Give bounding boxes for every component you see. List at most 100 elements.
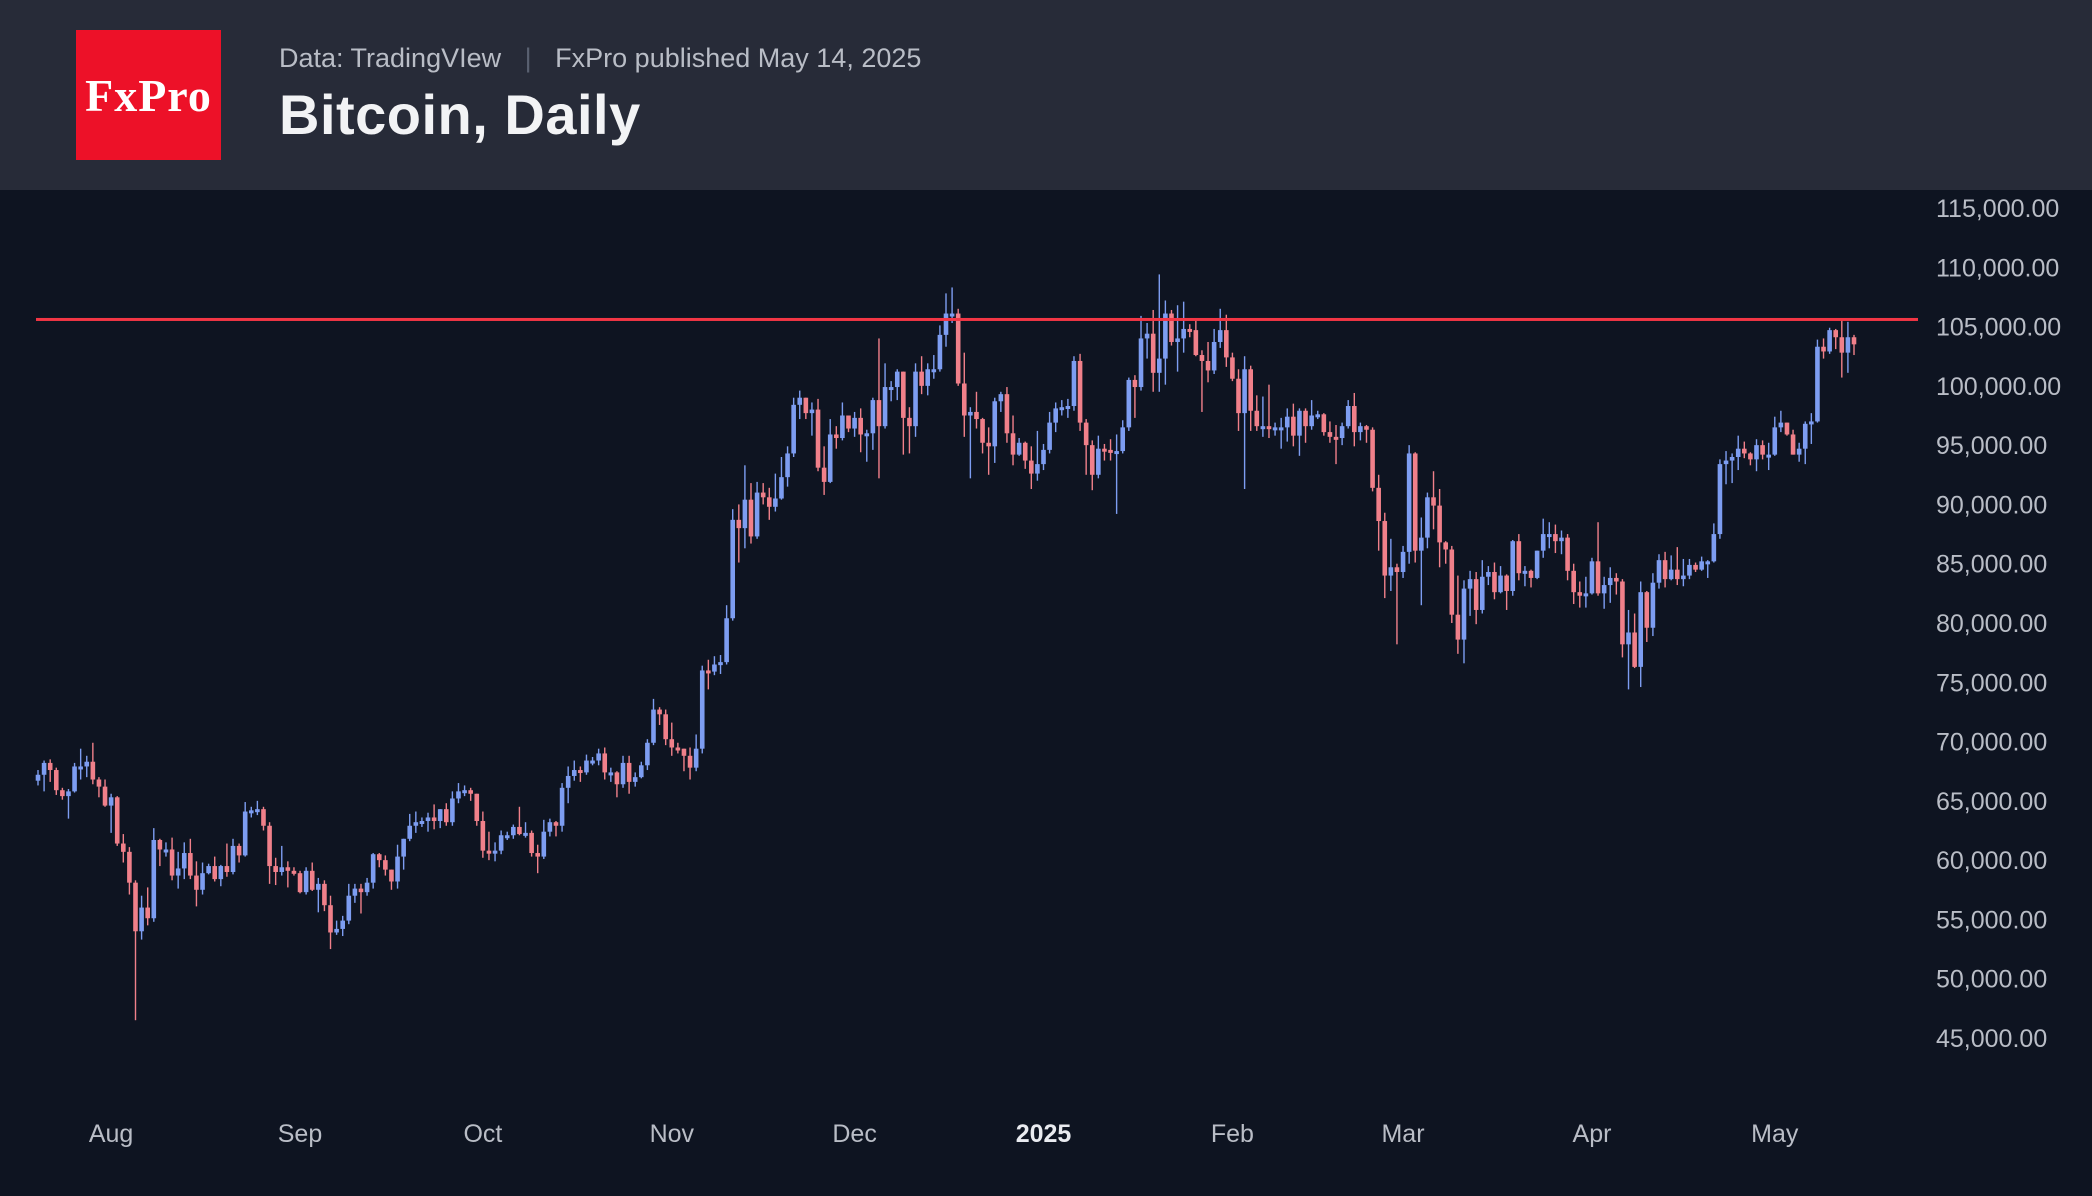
candle-up [559, 783, 565, 832]
candle-down [1327, 421, 1333, 443]
candle-down [1022, 441, 1028, 469]
candle-up [1809, 413, 1814, 444]
candle-down [1108, 439, 1113, 461]
candle-up [773, 473, 778, 512]
candle-down [389, 869, 394, 890]
candle-down [1187, 324, 1193, 338]
candle-up [639, 761, 644, 779]
candle-up [809, 402, 815, 436]
candle-up [1589, 557, 1595, 595]
candlestick-chart: 115,000.00 110,000.00 105,000.00 100,000.00… [35, 195, 2061, 1148]
candle-up [1498, 566, 1503, 594]
candle-up [334, 920, 339, 935]
candle-up [151, 828, 157, 922]
candle-up [1400, 545, 1406, 578]
candle-down [955, 308, 961, 386]
candle-down [1431, 471, 1436, 530]
candle-up [1668, 555, 1674, 581]
time-tick-label: Oct [463, 1120, 502, 1148]
candle-down [736, 504, 742, 563]
candle-down [1370, 427, 1375, 492]
candle-down [60, 787, 65, 800]
candle-down [194, 861, 199, 907]
candle-down [748, 483, 754, 544]
candle-up [242, 802, 248, 857]
candle-down [626, 755, 632, 794]
candle-down [517, 806, 522, 836]
candle-down [834, 426, 839, 449]
candle-up [699, 665, 705, 754]
candle-up [1735, 435, 1741, 471]
candle-down [480, 811, 486, 858]
candle-up [584, 754, 589, 775]
candle-down [681, 748, 687, 772]
candle-down [1644, 590, 1650, 642]
candle-down [261, 806, 266, 831]
candle-down [766, 487, 772, 520]
price-tick-label: 110,000.00 [1936, 254, 2059, 282]
candle-up [364, 877, 370, 896]
candle-up [511, 824, 516, 839]
candle-down [127, 847, 132, 895]
candle-up [608, 767, 614, 782]
candle-up [596, 748, 601, 766]
separator-bar: | [524, 43, 532, 73]
candle-down [1790, 429, 1796, 455]
candle-up [1309, 400, 1314, 430]
candle-up [1778, 410, 1784, 433]
candle-down [121, 834, 126, 863]
candle-down [803, 397, 809, 420]
price-tick-label: 55,000.00 [1936, 906, 2047, 934]
candle-down [1632, 613, 1637, 669]
candle-down [383, 855, 388, 876]
fxpro-logo-text: FxPro [85, 69, 212, 121]
candle-down [90, 742, 96, 785]
candle-up [425, 812, 431, 832]
candle-up [1047, 411, 1052, 454]
candle-down [291, 867, 297, 876]
candle-down [1169, 309, 1174, 346]
candle-down [1449, 545, 1455, 623]
candle-up [1601, 576, 1607, 609]
candle-up [303, 867, 309, 895]
time-tick-label: Aug [89, 1120, 133, 1148]
candle-up [419, 817, 425, 827]
candle-up [797, 390, 803, 420]
time-tick-label-year: 2025 [1016, 1120, 1072, 1148]
candle-down [1742, 441, 1747, 459]
candle-up [1211, 328, 1217, 374]
candle-up [78, 748, 83, 780]
candle-up [565, 766, 571, 804]
price-axis: 115,000.00 110,000.00 105,000.00 100,000.00… [1936, 195, 2061, 1053]
candle-up [1388, 538, 1394, 591]
candle-up [1656, 554, 1662, 589]
candle-down [529, 830, 534, 857]
candle-down [1571, 563, 1576, 605]
candle-up [1626, 609, 1631, 690]
candle-up [395, 844, 400, 889]
candle-down [322, 880, 327, 912]
candle-down [1553, 524, 1558, 554]
candle-down [1150, 309, 1156, 392]
candle-up [1522, 566, 1528, 587]
candle-down [1291, 403, 1296, 447]
candle-up [230, 838, 236, 875]
candle-down [133, 880, 138, 1021]
candle-up [742, 465, 748, 549]
candle-up [1284, 408, 1290, 442]
candle-down [1620, 579, 1625, 658]
candle-up [413, 811, 419, 833]
candle-down [486, 831, 492, 861]
candle-up [1772, 416, 1778, 456]
candle-down [1004, 387, 1010, 443]
candle-down [1851, 334, 1857, 356]
candle-up [72, 762, 77, 793]
candle-down [273, 857, 278, 886]
candle-up [547, 818, 553, 837]
candle-up [937, 325, 943, 372]
candle-down [1394, 563, 1400, 645]
candle-down [297, 870, 303, 894]
data-source-label: Data: TradingVIew [279, 43, 502, 73]
candle-down [1595, 522, 1601, 596]
candle-down [974, 391, 979, 429]
